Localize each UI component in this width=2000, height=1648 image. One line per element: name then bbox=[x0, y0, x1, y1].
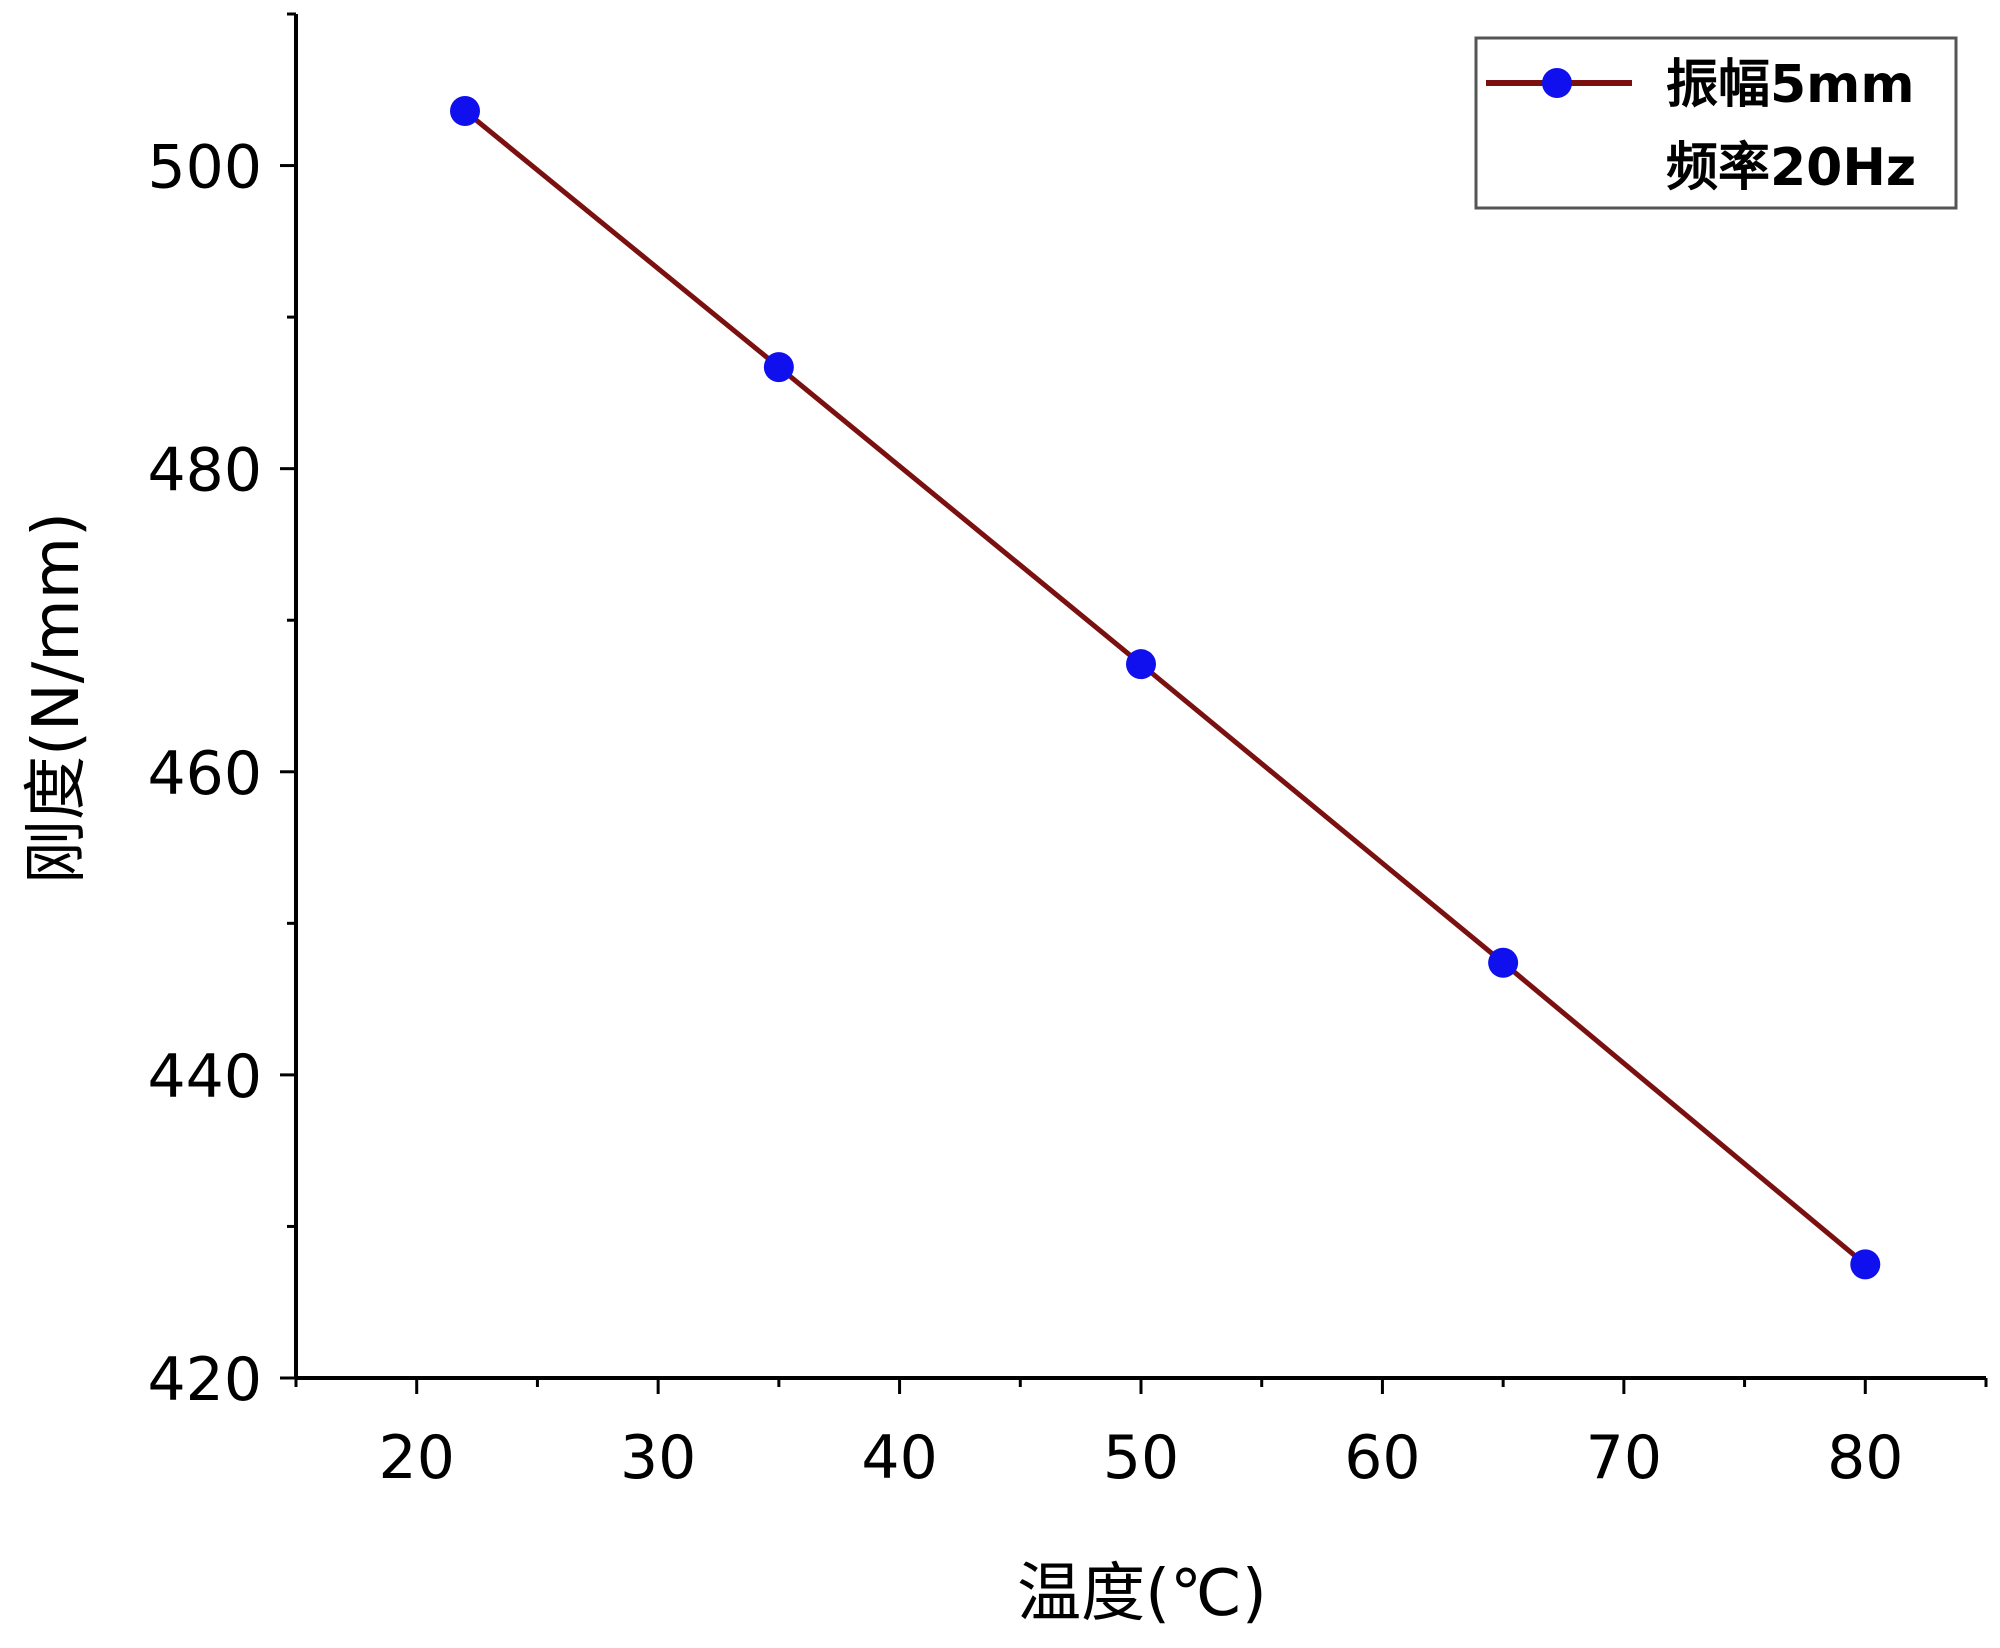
legend-label-line-2: 频率20Hz bbox=[1666, 138, 1916, 198]
data-point bbox=[1126, 649, 1156, 680]
x-tick-label: 60 bbox=[1344, 1423, 1420, 1493]
x-tick-label: 20 bbox=[379, 1423, 455, 1493]
y-tick-label: 420 bbox=[147, 1345, 262, 1415]
legend-label-line-1: 振幅5mm bbox=[1666, 55, 1915, 115]
data-point bbox=[763, 352, 794, 383]
data-point bbox=[1488, 947, 1519, 978]
legend-marker-swatch bbox=[1542, 68, 1572, 98]
y-tick-label: 480 bbox=[147, 436, 262, 506]
data-point bbox=[450, 95, 480, 126]
x-tick-label: 50 bbox=[1103, 1423, 1179, 1493]
series-line bbox=[463, 109, 1867, 1267]
plot-frame bbox=[294, 14, 1986, 1380]
x-axis-title: 温度(℃) bbox=[1017, 1557, 1267, 1631]
x-tick-label: 70 bbox=[1586, 1423, 1662, 1493]
data-point bbox=[1850, 1249, 1881, 1280]
y-tick-label: 500 bbox=[147, 133, 262, 203]
legend: 振幅5mm 频率20Hz bbox=[1474, 36, 1958, 210]
x-tick-label: 80 bbox=[1827, 1423, 1903, 1493]
y-axis-title: 刚度(N/mm) bbox=[20, 512, 94, 884]
y-tick-label: 440 bbox=[147, 1042, 262, 1112]
series-layer bbox=[450, 95, 1881, 1280]
legend-box bbox=[1474, 36, 1958, 210]
x-tick-label: 40 bbox=[861, 1423, 937, 1493]
y-axis: 420 440 460 480 500 bbox=[147, 12, 296, 1415]
y-tick-label: 460 bbox=[147, 739, 262, 809]
x-axis: 20 30 40 50 60 70 80 bbox=[294, 1378, 1988, 1493]
x-tick-label: 30 bbox=[620, 1423, 696, 1493]
